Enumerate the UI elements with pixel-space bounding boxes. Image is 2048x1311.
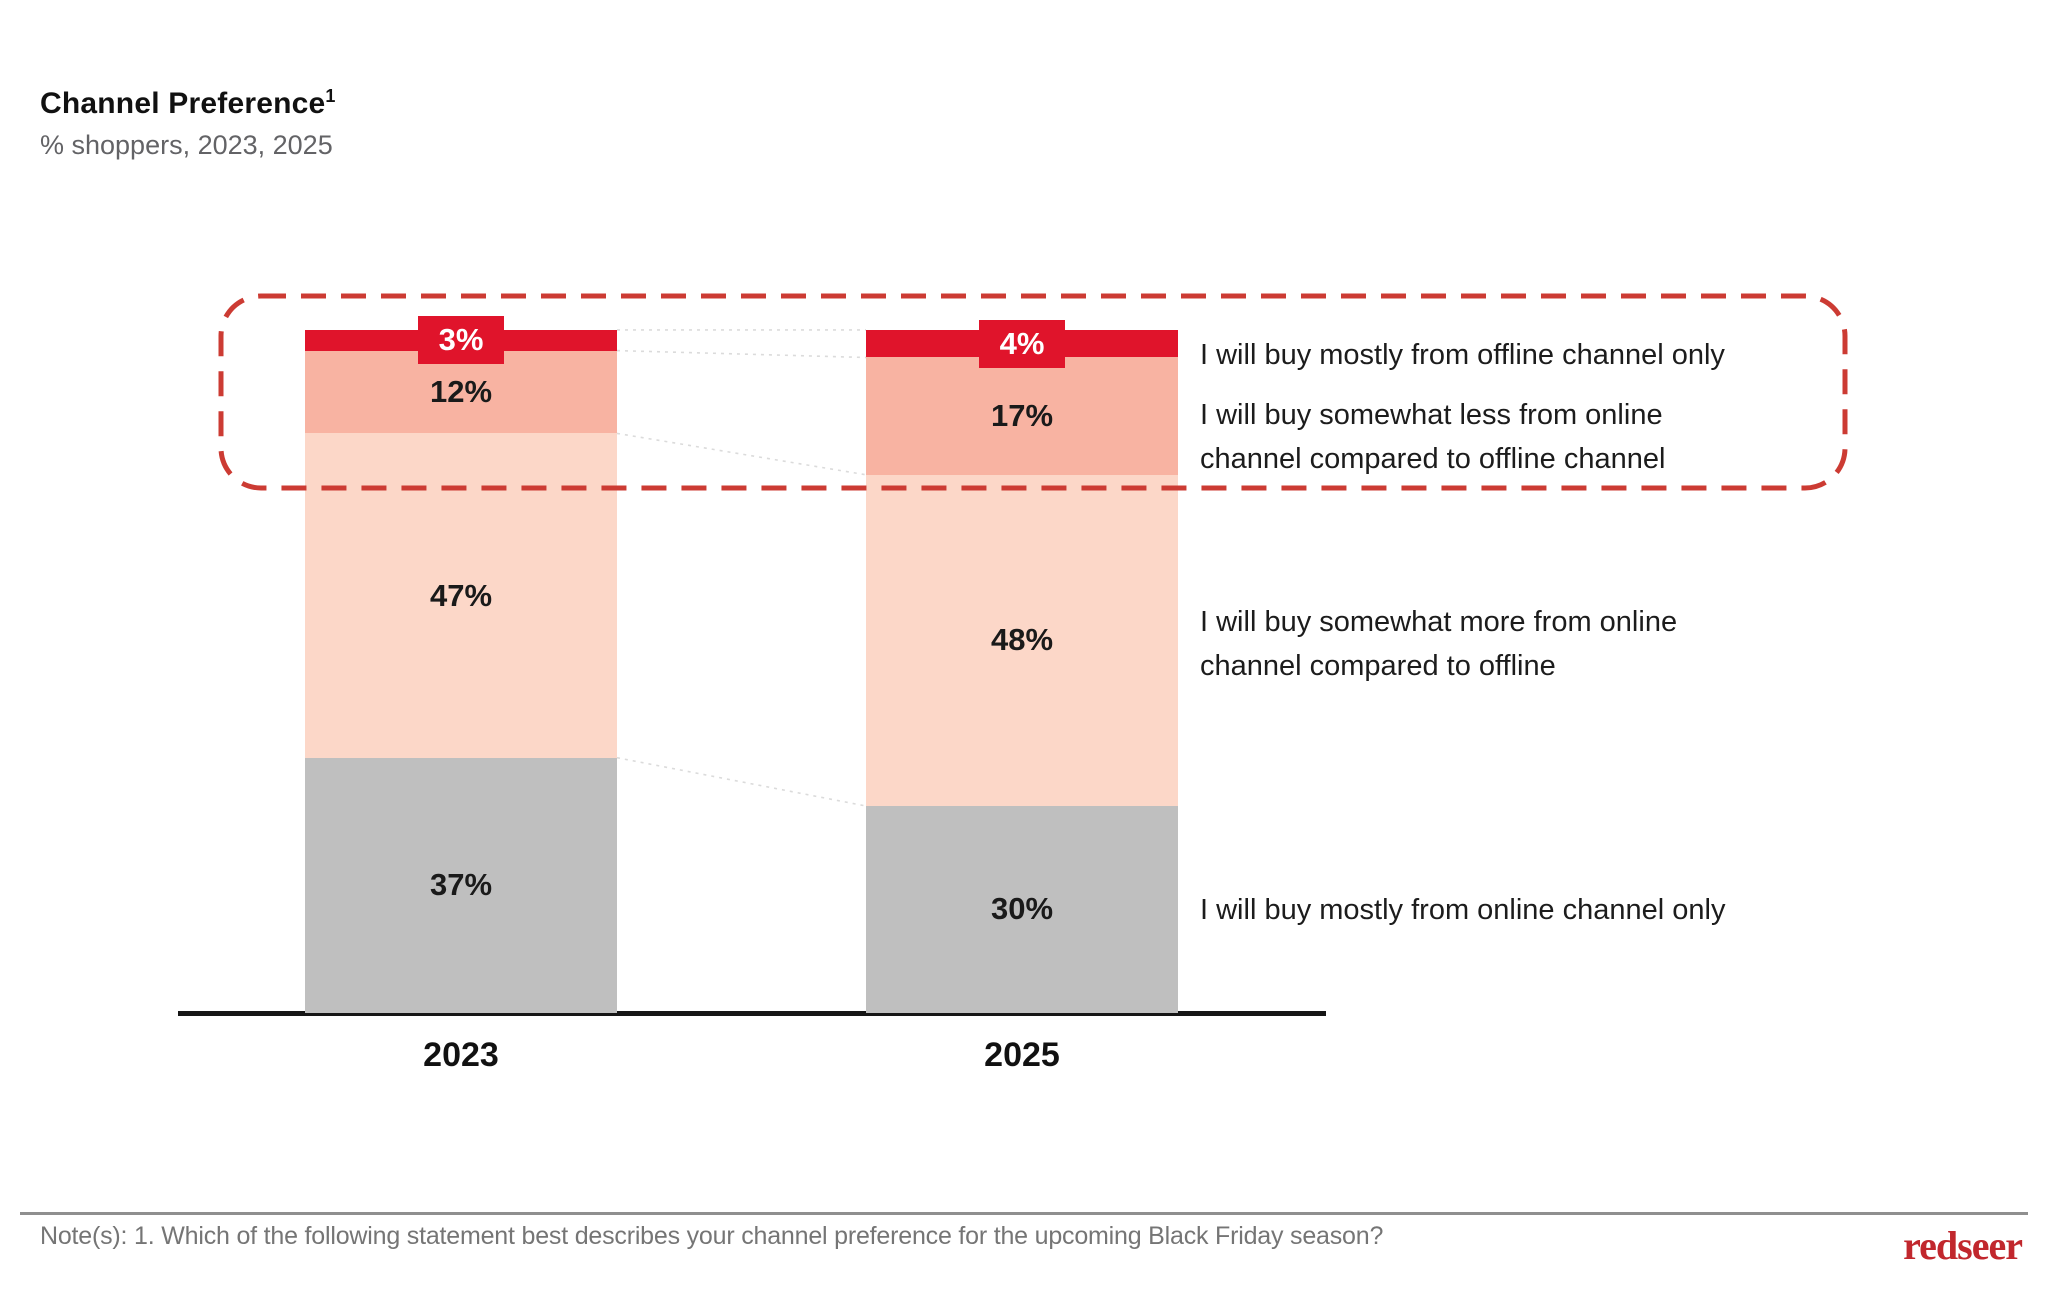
bar-2023: 3% 12% 47% 37% (305, 316, 617, 1013)
segment-value-label: 12% (429, 373, 493, 409)
segment-value-label: 30% (990, 891, 1054, 927)
footer-divider-line (20, 1212, 2028, 1215)
segment-value-label: 37% (429, 867, 493, 903)
chart-title: Channel Preference1 (40, 86, 336, 121)
footnote: Note(s): 1. Which of the following state… (40, 1222, 1384, 1250)
redseer-logo: redseer (1903, 1223, 2023, 1268)
chart-title-text: Channel Preference (40, 87, 326, 120)
segment-value-label: 17% (990, 398, 1054, 434)
x-axis-label-2025: 2025 (984, 1036, 1060, 1074)
series-label-offline-only: I will buy mostly from offline channel o… (1200, 339, 1725, 371)
bar-segment-2025-3: 30% (866, 805, 1178, 1013)
bar-segment-2025-2: 48% (866, 474, 1178, 806)
x-axis-label-2023: 2023 (423, 1036, 499, 1074)
segment-value-label: 48% (990, 622, 1054, 658)
series-label-somewhat-less-online: I will buy somewhat less from online cha… (1200, 399, 1666, 475)
chart-subtitle: % shoppers, 2023, 2025 (40, 130, 333, 160)
bar-segment-2025-0: 4% (866, 319, 1178, 368)
bar-segment-2023-0: 3% (305, 316, 617, 365)
chart-title-superscript: 1 (325, 86, 336, 106)
segment-value-badge: 4% (979, 319, 1065, 368)
series-label-online-only: I will buy mostly from online channel on… (1200, 894, 1726, 926)
segment-value-badge: 3% (418, 316, 504, 365)
bar-segment-2023-3: 37% (305, 757, 617, 1013)
series-label-somewhat-more-online: I will buy somewhat more from online cha… (1200, 606, 1678, 682)
segment-value-label: 47% (429, 577, 493, 613)
bar-2025: 4% 17% 48% 30% (866, 319, 1178, 1013)
bar-segment-2023-2: 47% (305, 433, 617, 758)
bar-segment-2025-1: 17% (866, 357, 1178, 475)
x-axis-line (178, 1011, 1326, 1016)
